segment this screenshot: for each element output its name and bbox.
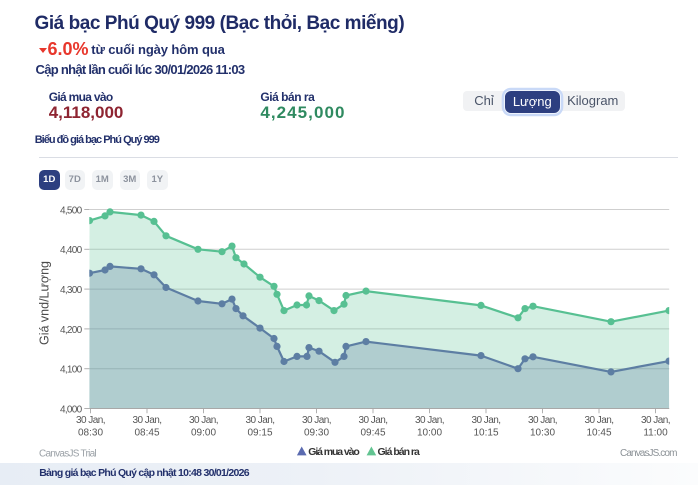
svg-text:10:45: 10:45: [586, 428, 611, 439]
svg-text:09:45: 09:45: [360, 428, 385, 439]
svg-text:4,500: 4,500: [60, 205, 83, 216]
svg-text:30 Jan,: 30 Jan,: [133, 415, 162, 426]
svg-text:30 Jan,: 30 Jan,: [302, 415, 331, 426]
svg-text:30 Jan,: 30 Jan,: [585, 415, 614, 426]
svg-text:CanvasJS.com: CanvasJS.com: [620, 448, 677, 459]
svg-text:10:00: 10:00: [417, 428, 442, 439]
svg-text:Giá bán ra: Giá bán ra: [378, 446, 421, 458]
svg-text:11:00: 11:00: [643, 428, 668, 439]
svg-text:09:30: 09:30: [304, 428, 329, 439]
svg-text:09:00: 09:00: [191, 428, 216, 439]
svg-text:CanvasJS Trial: CanvasJS Trial: [39, 448, 96, 459]
svg-text:4,200: 4,200: [60, 325, 83, 336]
svg-text:10:30: 10:30: [530, 428, 555, 439]
svg-text:4,100: 4,100: [60, 365, 83, 376]
svg-text:30 Jan,: 30 Jan,: [641, 415, 670, 426]
svg-text:30 Jan,: 30 Jan,: [189, 415, 218, 426]
svg-text:30 Jan,: 30 Jan,: [528, 415, 557, 426]
svg-text:4,000: 4,000: [60, 404, 83, 415]
svg-text:08:30: 08:30: [78, 428, 103, 439]
svg-text:4,400: 4,400: [60, 245, 83, 256]
svg-text:Giá mua vào: Giá mua vào: [308, 446, 359, 458]
svg-text:Giá vnd/Lượng: Giá vnd/Lượng: [38, 261, 52, 345]
svg-text:4,300: 4,300: [60, 285, 83, 296]
svg-text:30 Jan,: 30 Jan,: [415, 415, 444, 426]
svg-text:08:45: 08:45: [134, 428, 159, 439]
svg-text:09:15: 09:15: [247, 428, 272, 439]
svg-text:30 Jan,: 30 Jan,: [246, 415, 275, 426]
svg-text:30 Jan,: 30 Jan,: [76, 415, 105, 426]
svg-text:30 Jan,: 30 Jan,: [472, 415, 501, 426]
svg-text:10:15: 10:15: [473, 428, 498, 439]
svg-text:30 Jan,: 30 Jan,: [359, 415, 388, 426]
